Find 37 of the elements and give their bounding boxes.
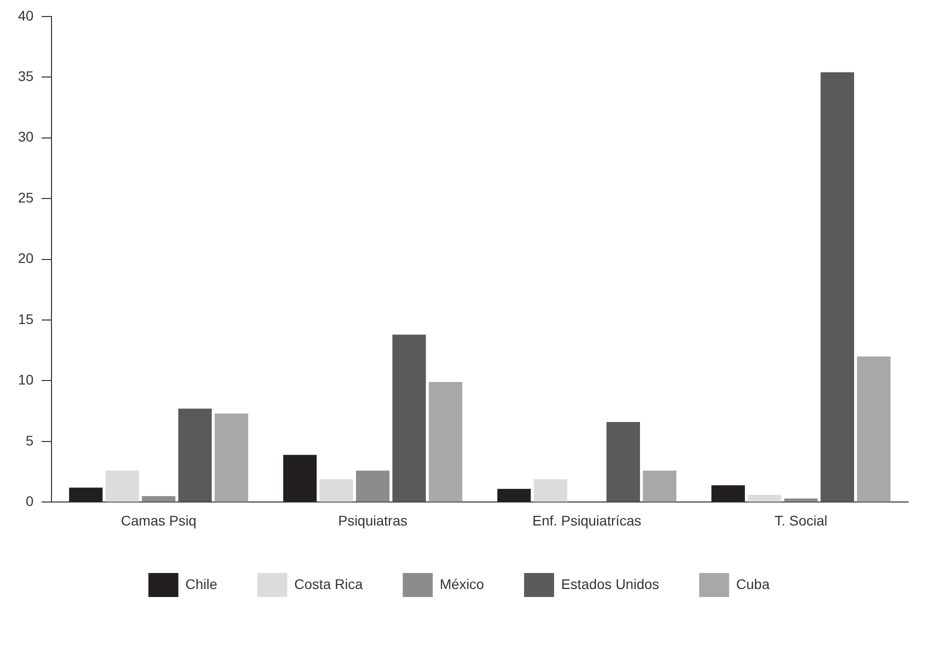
x-tick-label: T. Social: [774, 512, 828, 528]
bar: [320, 479, 354, 502]
legend-label: México: [440, 576, 484, 592]
legend-label: Cuba: [736, 576, 770, 592]
bar: [69, 488, 103, 502]
y-tick-label: 0: [26, 493, 34, 510]
y-tick-label: 20: [18, 250, 34, 266]
bar: [820, 72, 854, 502]
bar: [392, 334, 426, 502]
y-tick-label: 35: [18, 68, 34, 84]
y-tick-label: 15: [18, 310, 34, 327]
bar: [142, 496, 176, 502]
bar: [105, 470, 139, 502]
bar: [356, 470, 390, 502]
legend-label: Costa Rica: [294, 576, 363, 592]
bar: [214, 414, 248, 502]
legend-label: Estados Unidos: [561, 576, 660, 592]
bar: [534, 479, 568, 502]
x-tick-label: Camas Psiq: [120, 512, 196, 528]
bar: [606, 422, 640, 502]
legend-label: Chile: [185, 576, 218, 592]
bar: [178, 408, 212, 502]
bar: [748, 494, 782, 502]
x-tick-label: Enf. Psiquiatrícas: [532, 512, 642, 528]
x-tick-label: Psiquiatras: [338, 512, 408, 528]
bar: [784, 498, 818, 502]
bar: [283, 454, 317, 502]
bar: [428, 382, 462, 502]
y-tick-label: 5: [26, 432, 34, 448]
bar: [642, 470, 676, 502]
bar: [857, 356, 890, 502]
y-tick-label: 25: [18, 189, 34, 206]
y-tick-label: 30: [18, 128, 34, 145]
y-tick-label: 40: [18, 7, 34, 24]
bar: [497, 488, 531, 502]
y-tick-label: 10: [18, 372, 34, 388]
bar: [711, 485, 745, 502]
